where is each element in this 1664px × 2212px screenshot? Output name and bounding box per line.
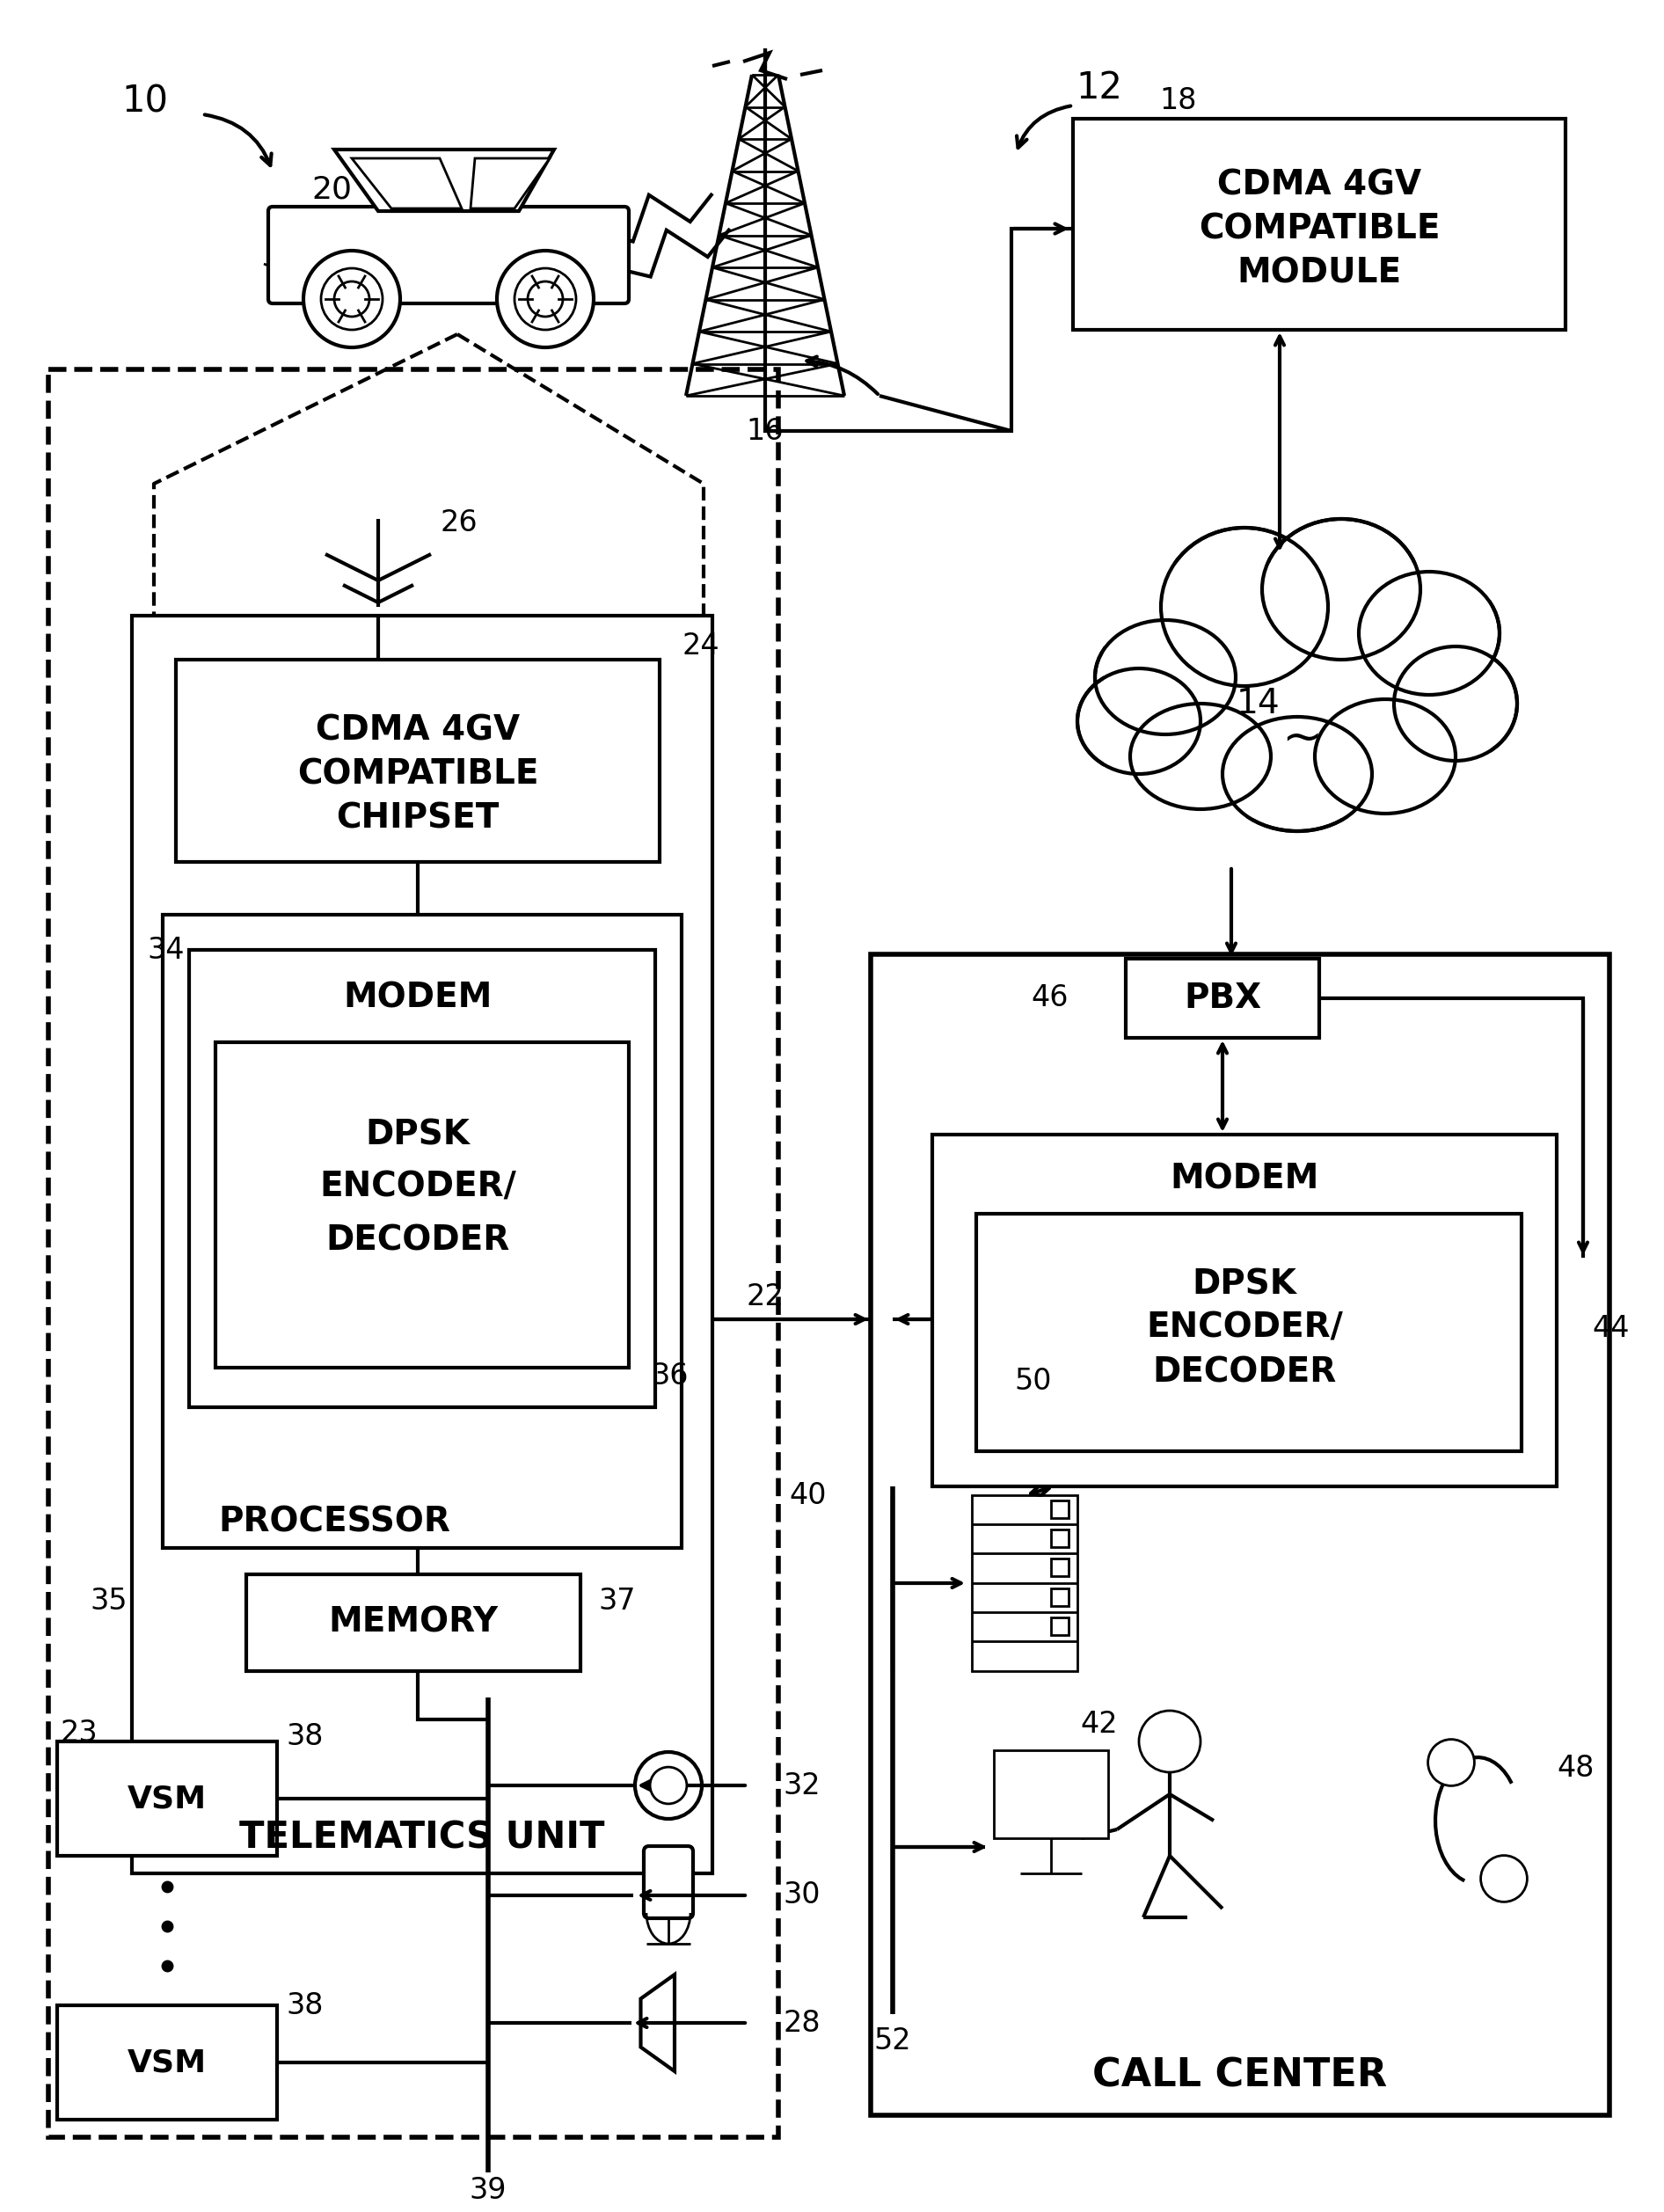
Bar: [48, 369, 779, 2137]
Bar: [1073, 119, 1566, 330]
Circle shape: [636, 1752, 702, 1818]
Bar: [131, 615, 712, 1874]
Bar: [57, 2006, 276, 2119]
Text: 12: 12: [1077, 69, 1123, 106]
Text: DECODER: DECODER: [1153, 1356, 1336, 1389]
Bar: [1052, 1617, 1068, 1635]
Ellipse shape: [1315, 699, 1456, 814]
Text: 14: 14: [1236, 688, 1280, 721]
Ellipse shape: [1394, 646, 1518, 761]
Ellipse shape: [1095, 619, 1236, 734]
Text: 24: 24: [682, 633, 719, 661]
Text: MODEM: MODEM: [343, 982, 493, 1015]
Bar: [190, 949, 656, 1407]
Circle shape: [303, 250, 399, 347]
Text: MODEM: MODEM: [1170, 1161, 1320, 1194]
Text: COMPATIBLE: COMPATIBLE: [1198, 212, 1439, 246]
Text: 36: 36: [651, 1363, 689, 1391]
Ellipse shape: [1077, 668, 1200, 774]
Text: MODULE: MODULE: [1236, 257, 1401, 290]
Text: 26: 26: [439, 509, 478, 538]
Circle shape: [514, 268, 576, 330]
Bar: [246, 1575, 581, 1670]
Polygon shape: [641, 1975, 674, 2070]
Bar: [993, 1750, 1108, 1838]
Bar: [972, 1495, 1077, 1670]
Circle shape: [498, 250, 594, 347]
Text: 34: 34: [148, 936, 185, 964]
Polygon shape: [334, 150, 554, 210]
Text: VSM: VSM: [128, 2048, 206, 2077]
Bar: [1052, 1588, 1068, 1606]
Polygon shape: [351, 159, 461, 208]
Text: 40: 40: [789, 1480, 827, 1511]
Text: 18: 18: [1160, 86, 1196, 115]
Text: 30: 30: [782, 1880, 820, 1909]
Text: 44: 44: [1592, 1314, 1629, 1343]
Polygon shape: [471, 159, 549, 208]
Text: CHIPSET: CHIPSET: [336, 801, 499, 834]
Text: DPSK: DPSK: [1191, 1267, 1296, 1301]
Ellipse shape: [1261, 520, 1421, 659]
Text: CDMA 4GV: CDMA 4GV: [1216, 168, 1421, 201]
Ellipse shape: [1223, 717, 1373, 832]
Ellipse shape: [1359, 571, 1499, 695]
Text: 10: 10: [121, 82, 168, 119]
Bar: [1103, 562, 1491, 818]
Bar: [1127, 958, 1320, 1037]
Text: 48: 48: [1558, 1754, 1594, 1783]
Ellipse shape: [1161, 529, 1328, 686]
Text: 38: 38: [286, 1723, 323, 1752]
Text: 23: 23: [60, 1719, 97, 1747]
FancyBboxPatch shape: [268, 206, 629, 303]
Circle shape: [651, 1767, 687, 1803]
Text: 46: 46: [1032, 984, 1068, 1013]
Text: DECODER: DECODER: [326, 1223, 509, 1256]
Text: 20: 20: [311, 175, 351, 204]
Circle shape: [1481, 1856, 1528, 1902]
Circle shape: [1428, 1739, 1474, 1785]
Text: 16: 16: [747, 416, 784, 445]
Text: PBX: PBX: [1183, 982, 1261, 1015]
Text: ~: ~: [1281, 714, 1323, 763]
Text: 28: 28: [782, 2008, 820, 2037]
Bar: [977, 1214, 1521, 1451]
Text: CDMA 4GV: CDMA 4GV: [316, 712, 519, 748]
Text: ENCODER/: ENCODER/: [319, 1170, 516, 1203]
Bar: [870, 953, 1609, 2115]
Text: 50: 50: [1015, 1367, 1052, 1396]
Bar: [215, 1042, 629, 1367]
Text: 22: 22: [747, 1283, 784, 1312]
Text: 39: 39: [469, 2174, 508, 2205]
FancyBboxPatch shape: [644, 1847, 692, 1918]
Text: MEMORY: MEMORY: [328, 1606, 498, 1639]
Text: CALL CENTER: CALL CENTER: [1093, 2057, 1388, 2095]
Circle shape: [527, 281, 562, 316]
Text: 35: 35: [90, 1586, 128, 1615]
Bar: [176, 659, 659, 863]
Text: PROCESSOR: PROCESSOR: [218, 1504, 451, 1537]
Text: 32: 32: [782, 1772, 820, 1801]
Text: COMPATIBLE: COMPATIBLE: [298, 757, 539, 790]
Bar: [57, 1741, 276, 1856]
Bar: [1052, 1559, 1068, 1577]
Bar: [932, 1135, 1558, 1486]
Text: 37: 37: [597, 1586, 636, 1615]
Ellipse shape: [1130, 703, 1271, 810]
Circle shape: [1138, 1710, 1200, 1772]
Text: DPSK: DPSK: [366, 1117, 469, 1150]
Bar: [163, 916, 682, 1548]
Text: 52: 52: [874, 2026, 912, 2055]
Circle shape: [334, 281, 369, 316]
Text: 38: 38: [286, 1991, 323, 2020]
Bar: [1052, 1500, 1068, 1517]
Text: TELEMATICS UNIT: TELEMATICS UNIT: [240, 1820, 606, 1856]
Bar: [1052, 1528, 1068, 1546]
Text: ENCODER/: ENCODER/: [1146, 1312, 1343, 1345]
Circle shape: [321, 268, 383, 330]
Text: VSM: VSM: [128, 1783, 206, 1814]
Text: 42: 42: [1080, 1710, 1118, 1739]
